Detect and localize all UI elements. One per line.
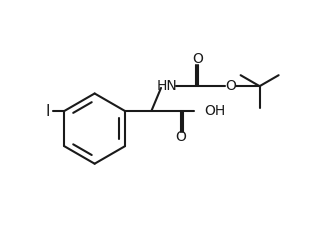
Text: OH: OH (204, 104, 226, 118)
Text: I: I (46, 104, 50, 119)
Text: O: O (175, 130, 186, 144)
Text: O: O (193, 52, 204, 66)
Text: HN: HN (157, 79, 178, 93)
Text: O: O (225, 79, 236, 93)
